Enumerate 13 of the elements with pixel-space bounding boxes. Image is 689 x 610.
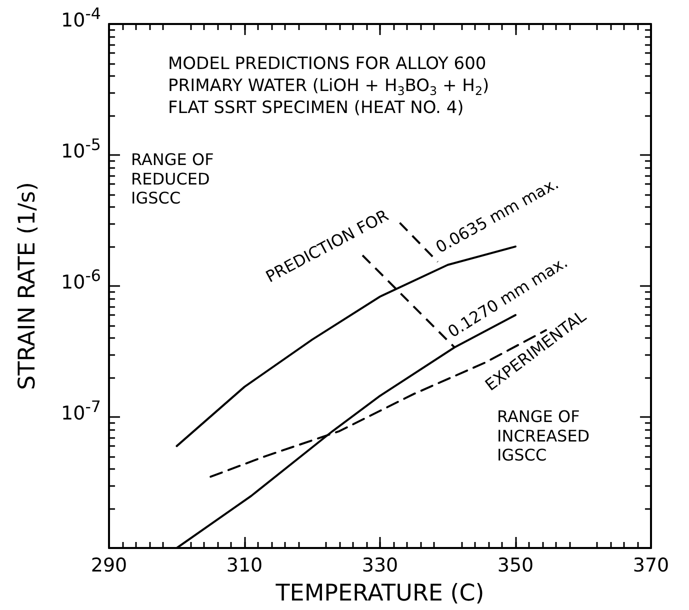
x-tick-label: 290 xyxy=(90,554,128,576)
y-tick-label: 10$^{-4}$ xyxy=(61,4,101,32)
x-tick-label: 370 xyxy=(632,554,670,576)
x-tick-label: 310 xyxy=(226,554,263,576)
y-axis-title: STRAIN RATE (1/s) xyxy=(14,182,40,390)
y-tick-label: 10$^{-7}$ xyxy=(61,397,101,424)
annotation: RANGE OF REDUCED IGSCC xyxy=(131,150,214,208)
x-tick-label: 330 xyxy=(362,554,398,576)
y-tick-label: 10$^{-5}$ xyxy=(61,135,101,162)
x-tick-label: 350 xyxy=(497,554,534,576)
y-tick-label: 10$^{-6}$ xyxy=(61,266,101,294)
x-axis-title: TEMPERATURE (C) xyxy=(274,580,484,606)
annotation: RANGE OF INCREASED IGSCC xyxy=(497,407,590,464)
